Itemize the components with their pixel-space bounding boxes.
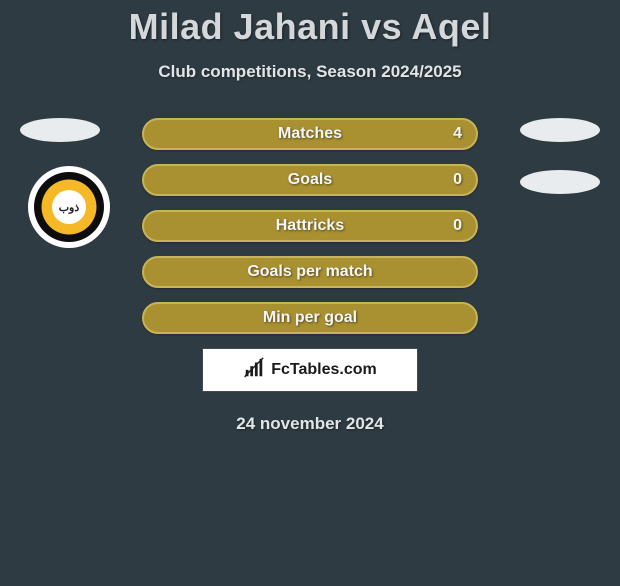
stat-bar-matches: Matches 4: [142, 118, 478, 150]
stat-bars: Matches 4 Goals 0 Hattricks 0 Goals per …: [142, 118, 478, 334]
page-subtitle: Club competitions, Season 2024/2025: [0, 62, 620, 82]
snapshot-date: 24 november 2024: [0, 414, 620, 434]
club-badge-center: ذوب: [52, 190, 86, 224]
club-badge-left: ذوب: [28, 166, 110, 248]
attribution-box: FcTables.com: [202, 348, 418, 392]
page-title: Milad Jahani vs Aqel: [0, 6, 620, 48]
club-badge-ring: ذوب: [34, 172, 104, 242]
stat-bar-goals-per-match: Goals per match: [142, 256, 478, 288]
player-left-oval-1: [20, 118, 100, 142]
bar-chart-icon: [243, 357, 265, 384]
player-right-oval-2: [520, 170, 600, 194]
stat-bar-min-per-goal: Min per goal: [142, 302, 478, 334]
player-right-oval-1: [520, 118, 600, 142]
stat-value: 0: [453, 171, 462, 189]
stat-value: 4: [453, 125, 462, 143]
attribution-text: FcTables.com: [271, 361, 377, 379]
stat-label: Goals: [288, 171, 332, 189]
stat-bar-hattricks: Hattricks 0: [142, 210, 478, 242]
stat-bar-goals: Goals 0: [142, 164, 478, 196]
stats-area: ذوب Matches 4 Goals 0 Hattricks 0 Goals …: [0, 118, 620, 434]
stat-label: Matches: [278, 125, 342, 143]
stat-label: Goals per match: [247, 263, 372, 281]
stat-value: 0: [453, 217, 462, 235]
stat-label: Min per goal: [263, 309, 357, 327]
stat-label: Hattricks: [276, 217, 344, 235]
